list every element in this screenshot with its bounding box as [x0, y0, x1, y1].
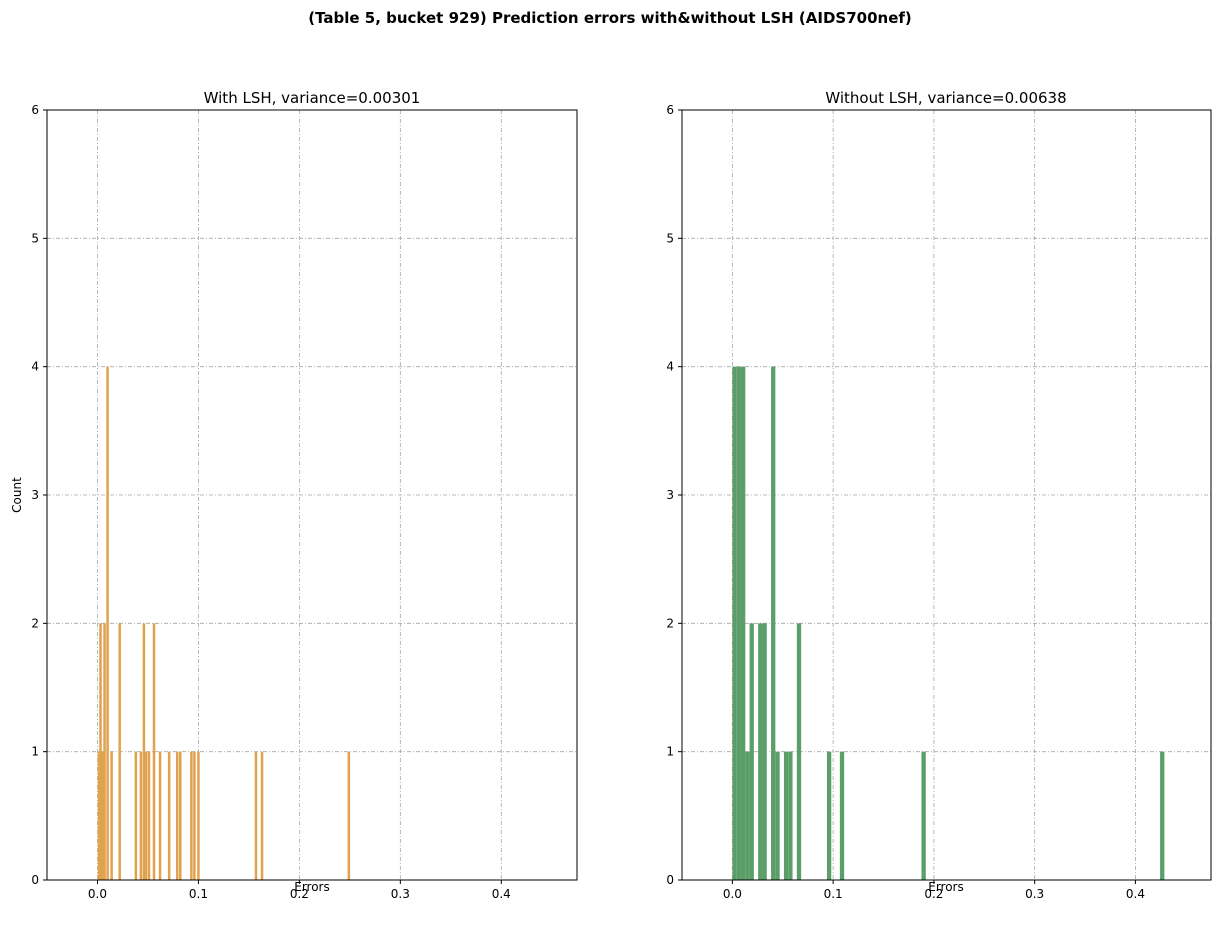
histogram-bar	[142, 623, 146, 880]
histogram-bar	[139, 751, 143, 880]
histogram-bar	[190, 751, 193, 880]
panel-without-lsh: Without LSH, variance=0.00638 Errors 0.0…	[666, 89, 1212, 901]
bars-without-lsh	[732, 366, 1165, 881]
histogram-bar	[749, 623, 754, 880]
histogram-bar	[158, 751, 162, 880]
x-tick-label: 0.1	[189, 887, 208, 901]
histogram-bar	[134, 751, 138, 880]
x-tick-label: 0.4	[492, 887, 511, 901]
histogram-bar	[110, 751, 113, 880]
y-tick-label: 0	[31, 873, 39, 887]
histogram-bar	[152, 623, 156, 880]
histogram-bar	[921, 751, 926, 880]
x-tick-label: 0.0	[723, 887, 742, 901]
panel-title-with-lsh: With LSH, variance=0.00301	[204, 89, 421, 107]
histogram-bar	[118, 623, 121, 880]
histogram-bar	[732, 366, 737, 881]
x-tick-label: 0.0	[88, 887, 107, 901]
x-tick-label: 0.4	[1126, 887, 1145, 901]
y-tick-label: 6	[31, 103, 39, 117]
histogram-bar	[762, 623, 767, 880]
histogram-bar	[97, 751, 101, 880]
histogram-bar	[839, 751, 845, 880]
x-tick-label: 0.1	[824, 887, 843, 901]
y-tick-label: 0	[666, 873, 674, 887]
histogram-bar	[1160, 751, 1165, 880]
y-tick-label: 3	[666, 488, 674, 502]
x-tick-label: 0.2	[290, 887, 309, 901]
histogram-bar	[254, 751, 258, 880]
y-tick-label: 3	[31, 488, 39, 502]
histogram-bar	[101, 751, 104, 880]
y-tick-label: 4	[31, 360, 39, 374]
histogram-bar	[175, 751, 179, 880]
panel-with-lsh: With LSH, variance=0.00301 Errors Count …	[10, 89, 578, 901]
histogram-bar	[178, 751, 182, 880]
grid-with-lsh	[47, 109, 577, 881]
y-tick-label: 2	[31, 616, 39, 630]
histogram-bar	[771, 366, 776, 881]
y-axis-label-with-lsh: Count	[10, 477, 24, 513]
histogram-bar	[197, 751, 200, 880]
y-tick-label: 5	[666, 231, 674, 245]
y-tick-label: 4	[666, 360, 674, 374]
y-tick-label: 1	[666, 745, 674, 759]
histogram-bar	[736, 366, 741, 881]
figure-suptitle: (Table 5, bucket 929) Prediction errors …	[308, 9, 912, 27]
y-tick-label: 5	[31, 231, 39, 245]
histogram-bar	[147, 751, 151, 880]
histogram-bar	[347, 751, 351, 880]
histogram-bar	[741, 366, 746, 881]
histogram-bar	[167, 751, 171, 880]
histogram-bar	[745, 751, 750, 880]
histogram-bar	[99, 623, 102, 880]
x-tick-label: 0.3	[1025, 887, 1044, 901]
histogram-bar	[788, 751, 793, 880]
histogram-bar	[758, 623, 763, 880]
histogram-bar	[144, 751, 148, 880]
histogram-bar	[260, 751, 264, 880]
x-axis-label-without-lsh: Errors	[928, 880, 964, 894]
x-tick-label: 0.2	[924, 887, 943, 901]
histogram-bar	[106, 366, 109, 881]
histogram-bar	[775, 751, 780, 880]
histogram-bar	[796, 623, 802, 880]
panel-title-without-lsh: Without LSH, variance=0.00638	[825, 89, 1066, 107]
bars-with-lsh	[97, 366, 351, 881]
histogram-bar	[103, 623, 106, 880]
y-tick-label: 6	[666, 103, 674, 117]
histogram-bar	[826, 751, 832, 880]
histogram-bar	[783, 751, 789, 880]
x-tick-label: 0.3	[391, 887, 410, 901]
y-tick-label: 1	[31, 745, 39, 759]
y-tick-label: 2	[666, 616, 674, 630]
histogram-bar	[193, 751, 196, 880]
x-axis-label-with-lsh: Errors	[294, 880, 330, 894]
